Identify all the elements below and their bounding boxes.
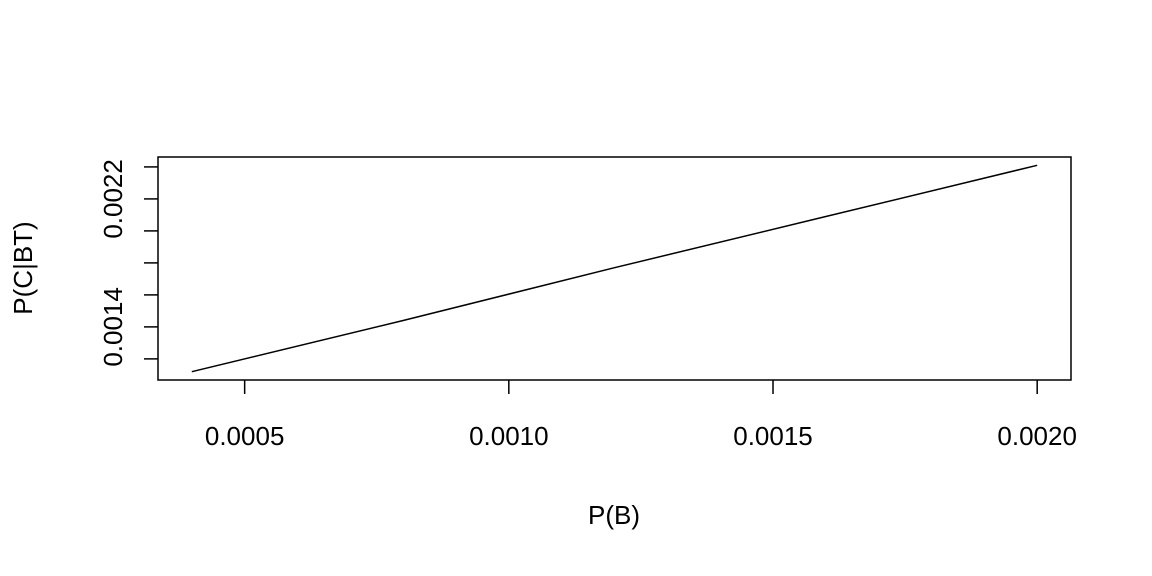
- x-tick-label: 0.0015: [733, 421, 813, 451]
- y-tick-label: 0.0014: [98, 287, 128, 367]
- y-axis-title: P(C|BT): [8, 221, 38, 314]
- y-tick-label: 0.0022: [98, 159, 128, 239]
- x-tick-label: 0.0005: [205, 421, 285, 451]
- plot-box: [157, 156, 1072, 381]
- x-tick-label: 0.0020: [997, 421, 1077, 451]
- x-axis-title: P(B): [588, 500, 640, 530]
- data-line: [191, 164, 1038, 373]
- x-tick-label: 0.0010: [469, 421, 549, 451]
